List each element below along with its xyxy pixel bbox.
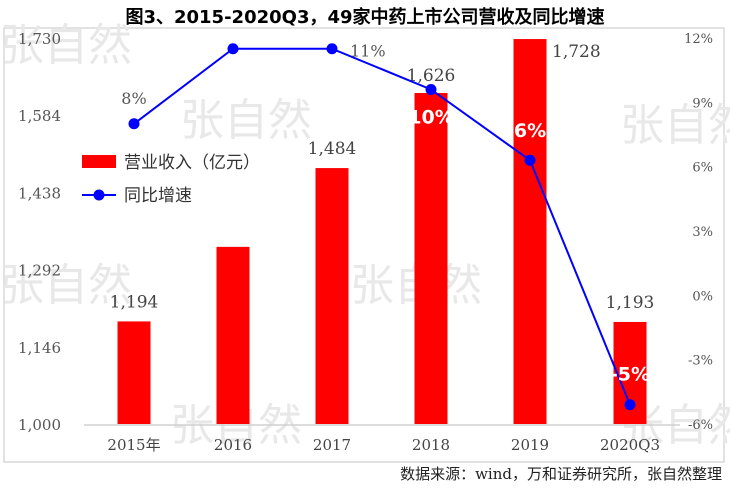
left-tick-label: 1,146	[18, 339, 61, 357]
right-tick-label: -3%	[688, 354, 713, 369]
growth-point	[326, 43, 338, 55]
right-tick-label: 3%	[692, 225, 713, 240]
growth-value-label: 10%	[408, 106, 453, 128]
right-tick-label: 9%	[692, 96, 713, 111]
growth-point	[227, 43, 239, 55]
growth-point	[128, 118, 140, 130]
x-tick-label: 2019	[511, 436, 549, 454]
bar-value-label: 1,626	[407, 66, 456, 86]
growth-point	[524, 154, 536, 166]
bar-2017	[315, 168, 349, 424]
bar-2015年	[117, 321, 151, 424]
x-tick-label: 2016	[214, 436, 252, 454]
bar-2018	[414, 92, 448, 424]
growth-value-label: 8%	[121, 89, 146, 108]
x-tick-label: 2017	[313, 436, 351, 454]
right-tick-label: 12%	[684, 32, 713, 47]
growth-line	[133, 47, 631, 406]
left-tick-label: 1,584	[18, 107, 61, 125]
chart-title: 图3、2015-2020Q3，49家中药上市公司营收及同比增速	[125, 7, 605, 28]
bar-value-label: 1,194	[110, 292, 159, 312]
bar-2016	[216, 246, 250, 424]
bar-value-label: 1,728	[552, 42, 601, 62]
plot-frame	[3, 27, 725, 463]
x-tick-label: 2020Q3	[600, 436, 660, 454]
bar-value-label: 1,193	[606, 293, 655, 313]
left-tick-label: 1,730	[18, 30, 61, 48]
watermark: 张自然	[180, 95, 312, 146]
legend-line-marker	[93, 189, 105, 201]
growth-value-label: 11%	[350, 42, 386, 61]
right-tick-label: 0%	[692, 289, 713, 304]
right-tick-label: -6%	[688, 418, 713, 433]
bar-value-label: 1,484	[308, 139, 357, 159]
legend-bar-label: 营业收入（亿元）	[124, 153, 260, 173]
growth-value-label: -5%	[610, 364, 650, 386]
watermark: 张自然	[620, 100, 730, 151]
left-tick-label: 1,000	[18, 416, 61, 434]
x-tick-label: 2015年	[107, 436, 160, 454]
legend-line-label: 同比增速	[124, 186, 192, 206]
right-tick-label: 6%	[692, 161, 713, 176]
bar-2019	[513, 39, 547, 425]
x-tick-label: 2018	[412, 436, 450, 454]
growth-point	[425, 83, 437, 95]
left-tick-label: 1,438	[18, 184, 61, 202]
left-tick-label: 1,292	[18, 262, 61, 280]
growth-point	[624, 399, 636, 411]
watermark: 张自然	[0, 260, 132, 311]
legend-bar-swatch	[82, 155, 116, 168]
source-note: 数据来源：wind，万和证券研究所，张自然整理	[400, 465, 722, 483]
growth-value-label: 6%	[514, 120, 546, 142]
watermark: 张自然	[0, 20, 132, 71]
